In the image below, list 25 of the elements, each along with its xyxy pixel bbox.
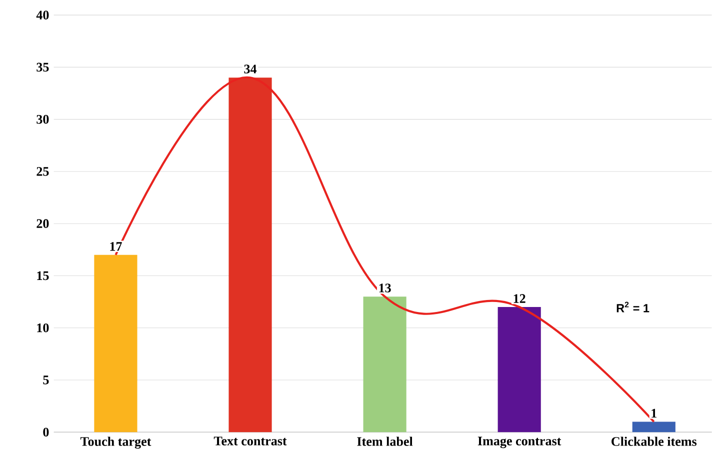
x-tick-label: Text contrast <box>214 436 287 446</box>
y-tick-label: 5 <box>43 376 49 384</box>
y-tick-label: 0 <box>43 428 49 436</box>
x-tick-label: Clickable items <box>612 436 697 446</box>
y-tick-label: 35 <box>36 62 49 72</box>
data-label: 1 <box>652 408 656 418</box>
y-tick-label: 30 <box>36 114 49 124</box>
bar <box>632 422 676 432</box>
y-tick-label: 40 <box>36 10 49 20</box>
y-tick-label: 15 <box>37 271 49 280</box>
data-label: 13 <box>379 284 391 292</box>
bar <box>363 296 406 432</box>
y-tick-label: 10 <box>37 323 49 332</box>
bar <box>94 254 138 432</box>
bar <box>498 306 541 432</box>
data-label: 34 <box>244 64 257 74</box>
y-tick-label: 20 <box>36 219 49 228</box>
y-tick-label: 25 <box>36 166 49 176</box>
x-tick-label: Image contrast <box>478 436 562 448</box>
x-tick-label: Item label <box>357 436 413 446</box>
data-label: 17 <box>110 242 122 251</box>
annotation: R$^{2}$ = 1 <box>616 302 650 312</box>
x-tick-label: Touch target <box>80 436 152 449</box>
data-label: 12 <box>514 294 526 303</box>
bar <box>228 78 272 432</box>
